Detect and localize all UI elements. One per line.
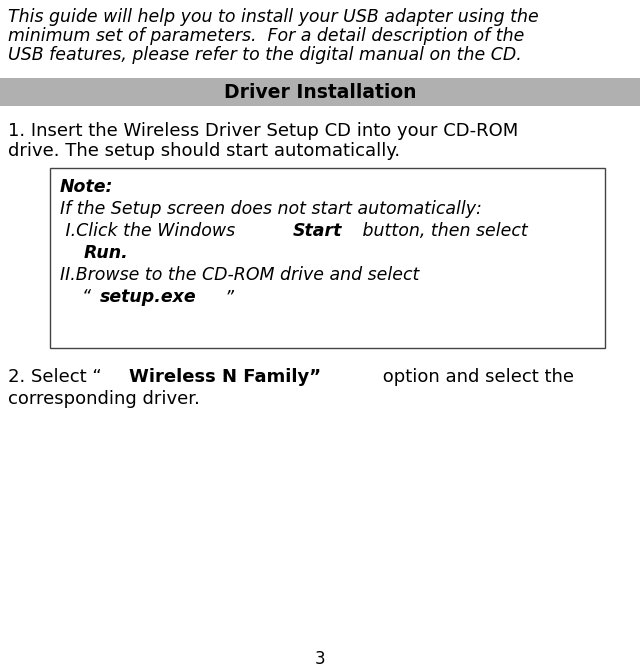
Text: This guide will help you to install your USB adapter using the: This guide will help you to install your… [8,8,539,26]
Text: USB features, please refer to the digital manual on the CD.: USB features, please refer to the digita… [8,46,522,64]
Text: Run.: Run. [60,244,128,262]
Text: Driver Installation: Driver Installation [224,83,416,101]
Bar [50,168,605,348]
Text: Wireless N Family”: Wireless N Family” [129,368,321,386]
Text: 2. Select “: 2. Select “ [8,368,102,386]
Bar [0,78,640,106]
Text: option and select the: option and select the [377,368,574,386]
Text: I.Click the Windows: I.Click the Windows [60,222,241,240]
Text: If the Setup screen does not start automatically:: If the Setup screen does not start autom… [60,200,482,218]
Text: ”: ” [225,288,234,306]
Text: 3: 3 [315,650,325,667]
Text: setup.exe: setup.exe [100,288,196,306]
Text: Note:: Note: [60,178,113,196]
Text: “: “ [60,288,91,306]
Text: drive. The setup should start automatically.: drive. The setup should start automatica… [8,142,400,160]
Text: II.Browse to the CD-ROM drive and select: II.Browse to the CD-ROM drive and select [60,266,419,284]
Text: corresponding driver.: corresponding driver. [8,390,200,408]
Text: 1. Insert the Wireless Driver Setup CD into your CD-ROM: 1. Insert the Wireless Driver Setup CD i… [8,122,518,140]
Text: Start: Start [293,222,342,240]
Text: button, then select: button, then select [356,222,527,240]
Text: minimum set of parameters.  For a detail description of the: minimum set of parameters. For a detail … [8,27,524,45]
